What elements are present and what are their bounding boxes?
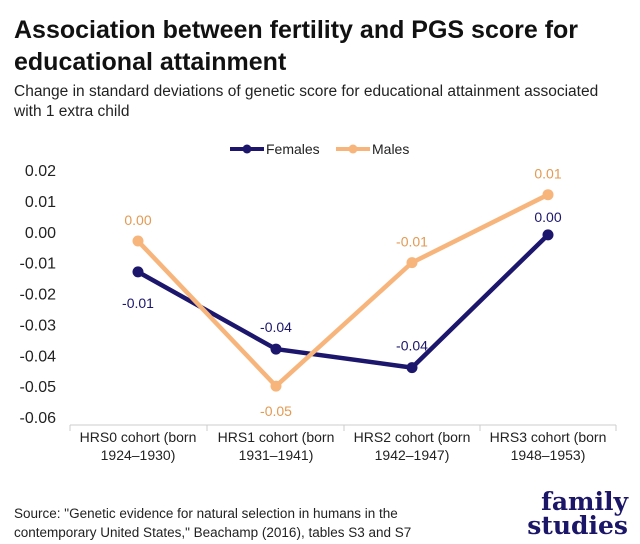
series-line-males	[136, 192, 550, 389]
data-label-males: 0.01	[534, 166, 561, 182]
data-point-males	[132, 235, 144, 247]
y-tick-label: 0.00	[25, 225, 56, 242]
y-tick-label: -0.05	[20, 379, 57, 396]
y-tick-label: -0.02	[20, 287, 57, 304]
y-tick-label: 0.02	[25, 163, 56, 180]
data-point-males	[406, 257, 418, 269]
data-point-females	[542, 229, 554, 241]
logo-line1: family	[541, 487, 628, 516]
legend-marker	[348, 144, 358, 154]
x-tick-label: 1942–1947)	[375, 447, 450, 463]
logo-line2: studies	[527, 511, 628, 540]
legend-label-males: Males	[372, 141, 409, 157]
x-tick-label: HRS1 cohort (born	[218, 429, 335, 445]
data-point-males	[542, 189, 554, 201]
x-tick-label: 1931–1941)	[239, 447, 314, 463]
y-tick-label: -0.01	[20, 256, 57, 273]
x-tick-label: HRS3 cohort (born	[490, 429, 607, 445]
data-point-males	[270, 380, 282, 392]
legend-marker	[242, 144, 252, 154]
data-label-males: 0.00	[124, 212, 151, 228]
series-line-females	[136, 233, 550, 370]
y-tick-label: -0.06	[20, 410, 57, 427]
data-label-females: -0.04	[260, 319, 292, 335]
data-point-females	[270, 343, 282, 355]
y-tick-label: 0.01	[25, 194, 56, 211]
x-tick-label: 1948–1953)	[511, 447, 586, 463]
x-tick-label: HRS0 cohort (born	[80, 429, 197, 445]
data-point-females	[406, 362, 418, 374]
data-label-males: -0.01	[396, 234, 428, 250]
data-label-females: 0.00	[534, 209, 561, 225]
data-label-females: -0.04	[396, 338, 428, 354]
data-label-males: -0.05	[260, 403, 292, 419]
y-tick-label: -0.03	[20, 317, 57, 334]
legend-label-females: Females	[266, 141, 320, 157]
x-tick-label: 1924–1930)	[101, 447, 176, 463]
chart-title: Association between fertility and PGS sc…	[14, 16, 579, 76]
data-label-females: -0.01	[122, 295, 154, 311]
source-note: Source: "Genetic evidence for natural se…	[14, 506, 412, 540]
data-point-females	[132, 266, 144, 278]
chart-subtitle: Change in standard deviations of genetic…	[14, 83, 599, 120]
y-tick-label: -0.04	[20, 348, 57, 365]
x-tick-label: HRS2 cohort (born	[354, 429, 471, 445]
family-studies-logo: family studies	[527, 487, 628, 540]
